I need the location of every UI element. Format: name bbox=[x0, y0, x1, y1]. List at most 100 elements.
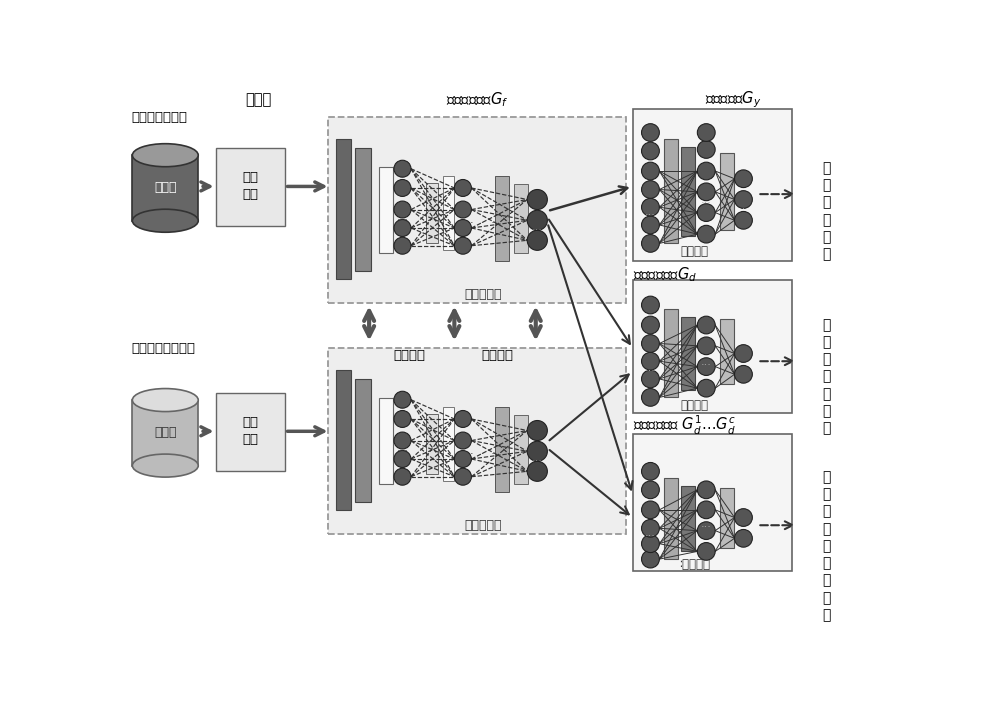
Circle shape bbox=[697, 316, 715, 334]
FancyBboxPatch shape bbox=[379, 398, 393, 484]
Circle shape bbox=[454, 468, 471, 485]
Circle shape bbox=[697, 204, 715, 222]
Text: ···: ··· bbox=[701, 198, 712, 208]
FancyBboxPatch shape bbox=[336, 139, 351, 279]
Circle shape bbox=[527, 190, 547, 210]
Ellipse shape bbox=[132, 209, 198, 232]
FancyBboxPatch shape bbox=[633, 434, 792, 571]
FancyBboxPatch shape bbox=[426, 183, 438, 243]
Circle shape bbox=[735, 508, 752, 526]
FancyBboxPatch shape bbox=[720, 319, 734, 384]
Text: 权值共享: 权值共享 bbox=[393, 349, 425, 362]
Circle shape bbox=[735, 170, 752, 188]
Text: ···: ··· bbox=[645, 366, 656, 376]
Circle shape bbox=[454, 451, 471, 468]
Text: ···: ··· bbox=[396, 445, 408, 458]
Text: 时域
信号: 时域 信号 bbox=[243, 416, 259, 446]
Text: 故障分类层$G_y$: 故障分类层$G_y$ bbox=[705, 89, 762, 110]
Text: ···: ··· bbox=[644, 506, 656, 519]
Text: 全连接层: 全连接层 bbox=[681, 245, 709, 258]
Text: ·  ·  ·: · · · bbox=[470, 217, 495, 227]
Circle shape bbox=[454, 201, 471, 218]
Circle shape bbox=[735, 212, 752, 229]
Circle shape bbox=[394, 391, 411, 408]
FancyBboxPatch shape bbox=[681, 317, 695, 390]
Circle shape bbox=[735, 190, 752, 208]
Circle shape bbox=[642, 535, 659, 553]
FancyBboxPatch shape bbox=[216, 393, 285, 471]
Circle shape bbox=[394, 220, 411, 237]
Circle shape bbox=[735, 530, 752, 547]
Circle shape bbox=[642, 550, 659, 568]
FancyBboxPatch shape bbox=[633, 108, 792, 261]
Circle shape bbox=[642, 520, 659, 537]
Circle shape bbox=[735, 366, 752, 383]
Circle shape bbox=[642, 142, 659, 160]
Text: ···: ··· bbox=[396, 214, 408, 227]
FancyBboxPatch shape bbox=[355, 148, 371, 271]
FancyBboxPatch shape bbox=[443, 407, 454, 481]
Circle shape bbox=[642, 316, 659, 334]
Circle shape bbox=[735, 344, 752, 362]
FancyBboxPatch shape bbox=[336, 369, 351, 510]
Circle shape bbox=[697, 225, 715, 243]
FancyBboxPatch shape bbox=[426, 414, 438, 474]
Text: 卷积、池化: 卷积、池化 bbox=[464, 519, 502, 532]
Text: ·  ·  ·: · · · bbox=[470, 448, 495, 458]
FancyBboxPatch shape bbox=[664, 309, 678, 397]
Circle shape bbox=[454, 220, 471, 237]
FancyBboxPatch shape bbox=[216, 148, 285, 227]
Circle shape bbox=[642, 162, 659, 180]
Circle shape bbox=[527, 441, 547, 461]
FancyBboxPatch shape bbox=[514, 184, 528, 253]
FancyBboxPatch shape bbox=[132, 155, 198, 221]
FancyBboxPatch shape bbox=[355, 379, 371, 502]
FancyBboxPatch shape bbox=[633, 280, 792, 413]
Circle shape bbox=[527, 210, 547, 230]
Circle shape bbox=[642, 334, 659, 352]
FancyBboxPatch shape bbox=[681, 486, 695, 551]
Text: 卷积、池化: 卷积、池化 bbox=[464, 288, 502, 301]
Circle shape bbox=[642, 389, 659, 406]
FancyBboxPatch shape bbox=[514, 415, 528, 484]
Circle shape bbox=[642, 352, 659, 370]
Circle shape bbox=[394, 180, 411, 197]
Circle shape bbox=[642, 501, 659, 518]
Circle shape bbox=[394, 201, 411, 218]
FancyBboxPatch shape bbox=[681, 147, 695, 236]
Circle shape bbox=[527, 461, 547, 481]
Circle shape bbox=[394, 411, 411, 427]
Circle shape bbox=[394, 432, 411, 449]
Circle shape bbox=[642, 198, 659, 216]
Circle shape bbox=[454, 432, 471, 449]
Circle shape bbox=[642, 180, 659, 198]
Text: 权值共享: 权值共享 bbox=[481, 349, 513, 362]
Text: 局
部
域
类
别
对
抗
损
失: 局 部 域 类 别 对 抗 损 失 bbox=[822, 470, 831, 622]
Circle shape bbox=[642, 481, 659, 498]
FancyBboxPatch shape bbox=[495, 176, 509, 261]
Text: ···: ··· bbox=[645, 531, 656, 541]
Circle shape bbox=[697, 337, 715, 354]
FancyBboxPatch shape bbox=[720, 153, 734, 230]
Circle shape bbox=[697, 123, 715, 141]
FancyBboxPatch shape bbox=[132, 400, 198, 466]
Text: 全
局
域
对
抗
损
失: 全 局 域 对 抗 损 失 bbox=[822, 318, 831, 436]
FancyBboxPatch shape bbox=[379, 167, 393, 253]
Circle shape bbox=[697, 379, 715, 397]
Circle shape bbox=[394, 468, 411, 485]
Circle shape bbox=[642, 463, 659, 480]
Ellipse shape bbox=[132, 454, 198, 477]
Circle shape bbox=[697, 140, 715, 158]
FancyBboxPatch shape bbox=[328, 348, 626, 535]
Text: ···: ··· bbox=[532, 456, 543, 466]
Text: 局部域对抗层 $G_d^1$…$G_d^c$: 局部域对抗层 $G_d^1$…$G_d^c$ bbox=[633, 414, 736, 437]
Circle shape bbox=[394, 451, 411, 468]
Circle shape bbox=[527, 230, 547, 250]
FancyBboxPatch shape bbox=[443, 176, 454, 250]
Text: 无标签: 无标签 bbox=[154, 426, 177, 439]
Circle shape bbox=[642, 123, 659, 141]
Circle shape bbox=[697, 543, 715, 560]
Circle shape bbox=[454, 411, 471, 427]
Circle shape bbox=[697, 522, 715, 540]
Text: ∶全连接层: ∶全连接层 bbox=[679, 558, 710, 571]
